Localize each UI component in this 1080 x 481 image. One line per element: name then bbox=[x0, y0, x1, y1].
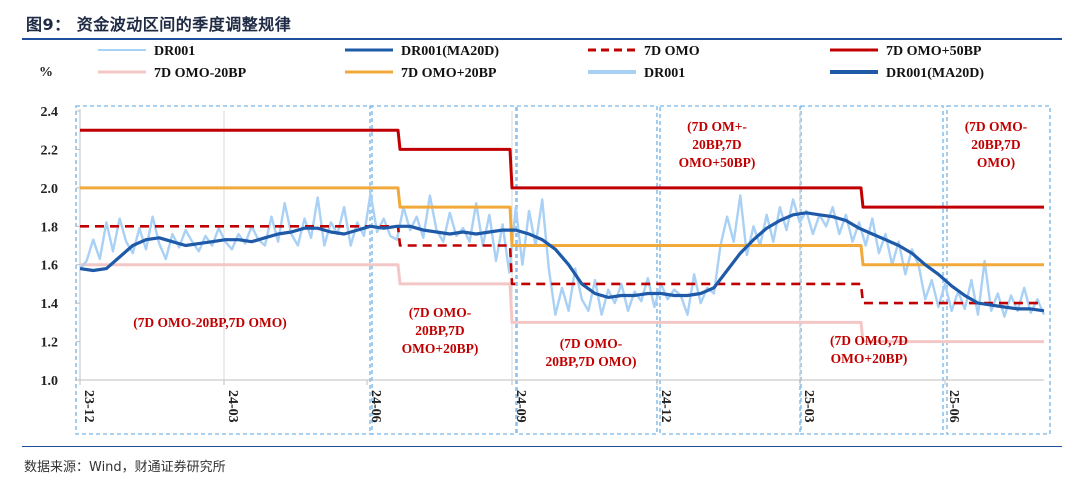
legend-item: DR001(MA20D) bbox=[830, 66, 984, 81]
y-axis: 2.4 2.2 2.0 1.8 1.6 1.4 1.2 1.0 bbox=[41, 105, 80, 389]
legend-label: 7D OMO bbox=[644, 44, 700, 59]
annotation-2-line: 20BP,7D bbox=[415, 323, 465, 338]
legend-label: DR001(MA20D) bbox=[401, 44, 499, 59]
series-dr001-ma20d- bbox=[79, 211, 1045, 313]
series-7d-omo bbox=[80, 225, 1044, 305]
legend-item: 7D OMO+50BP bbox=[830, 44, 982, 59]
quarter-box-2 bbox=[369, 105, 517, 435]
chart-title: 图9： 资金波动区间的季度调整规律 bbox=[26, 15, 292, 34]
quarter-box-3 bbox=[516, 105, 658, 435]
legend-item: DR001(MA20D) bbox=[345, 44, 499, 59]
source-divider bbox=[22, 446, 1062, 447]
annotation-4-line: OMO+50BP) bbox=[679, 155, 756, 170]
x-tick-label: 25-06 bbox=[946, 390, 961, 423]
y-tick-label: 2.4 bbox=[41, 105, 59, 120]
annotation-4-line: (7D OM+- bbox=[687, 119, 747, 134]
legend-item: 7D OMO bbox=[588, 44, 700, 59]
series-7d-omo-20bp bbox=[80, 263, 1044, 344]
legend-item: DR001 bbox=[98, 44, 195, 59]
quarter-box-5 bbox=[800, 105, 944, 435]
annotation-2-line: (7D OMO- bbox=[409, 305, 472, 320]
legend-label: DR001 bbox=[644, 66, 685, 81]
title-divider bbox=[22, 38, 1062, 40]
y-tick-label: 1.4 bbox=[41, 297, 59, 312]
y-tick-label: 1.6 bbox=[41, 259, 59, 274]
x-tick-label: 24-06 bbox=[368, 390, 383, 423]
annotation-1-line: (7D OMO-20BP,7D OMO) bbox=[133, 315, 287, 330]
annotation-6-line: OMO) bbox=[977, 155, 1015, 170]
legend-label: DR001(MA20D) bbox=[886, 66, 984, 81]
annotation-6-line: (7D OMO- bbox=[965, 119, 1028, 134]
annotation-5-line: (7D OMO,7D bbox=[830, 333, 908, 348]
x-tick-label: 24-12 bbox=[658, 390, 673, 423]
annotation-4-line: 20BP,7D bbox=[692, 137, 742, 152]
annotation-2-line: OMO+20BP) bbox=[402, 341, 479, 356]
x-tick-label: 24-09 bbox=[513, 390, 528, 423]
series-7d-omo-50bp bbox=[80, 128, 1044, 209]
legend-label: 7D OMO+50BP bbox=[886, 44, 982, 59]
x-tick-label: 23-12 bbox=[81, 390, 96, 423]
y-tick-label: 1.0 bbox=[41, 374, 59, 389]
legend: DR001 DR001(MA20D) 7D OMO 7D OMO+50BP 7D OMO… bbox=[98, 44, 984, 81]
legend-label: 7D OMO+20BP bbox=[401, 66, 497, 81]
annotation-6-line: 20BP,7D bbox=[971, 137, 1021, 152]
quarter-box-6 bbox=[946, 105, 1051, 435]
y-unit-label: % bbox=[39, 65, 53, 80]
x-tick-label: 24-03 bbox=[225, 390, 240, 423]
legend-label: DR001 bbox=[154, 44, 195, 59]
annotation-3-line: 20BP,7D OMO) bbox=[546, 354, 637, 369]
quarterly-range-chart: DR001 DR001(MA20D) 7D OMO 7D OMO+50BP 7D OMO… bbox=[39, 44, 1051, 435]
y-tick-label: 2.2 bbox=[41, 143, 59, 158]
annotation-3-line: (7D OMO- bbox=[560, 336, 623, 351]
quarter-box-1 bbox=[75, 105, 373, 435]
legend-item: DR001 bbox=[588, 66, 685, 81]
legend-item: 7D OMO+20BP bbox=[345, 66, 497, 81]
annotation-5-line: OMO+20BP) bbox=[831, 351, 908, 366]
x-tick-label: 25-03 bbox=[801, 390, 816, 423]
series-7d-omo-20bp bbox=[80, 186, 1044, 267]
series-lines bbox=[79, 128, 1046, 344]
y-tick-label: 1.2 bbox=[41, 336, 59, 351]
legend-label: 7D OMO-20BP bbox=[154, 66, 247, 81]
y-tick-label: 2.0 bbox=[41, 182, 59, 197]
y-tick-label: 1.8 bbox=[41, 220, 59, 235]
x-axis: 23-12 24-03 24-06 24-09 24-12 25-03 25-06 bbox=[79, 380, 961, 423]
annotations: (7D OMO-20BP,7D OMO)(7D OMO-20BP,7DOMO+2… bbox=[133, 119, 1027, 369]
source-note: 数据来源：Wind，财通证券研究所 bbox=[24, 460, 226, 475]
legend-item: 7D OMO-20BP bbox=[98, 66, 247, 81]
